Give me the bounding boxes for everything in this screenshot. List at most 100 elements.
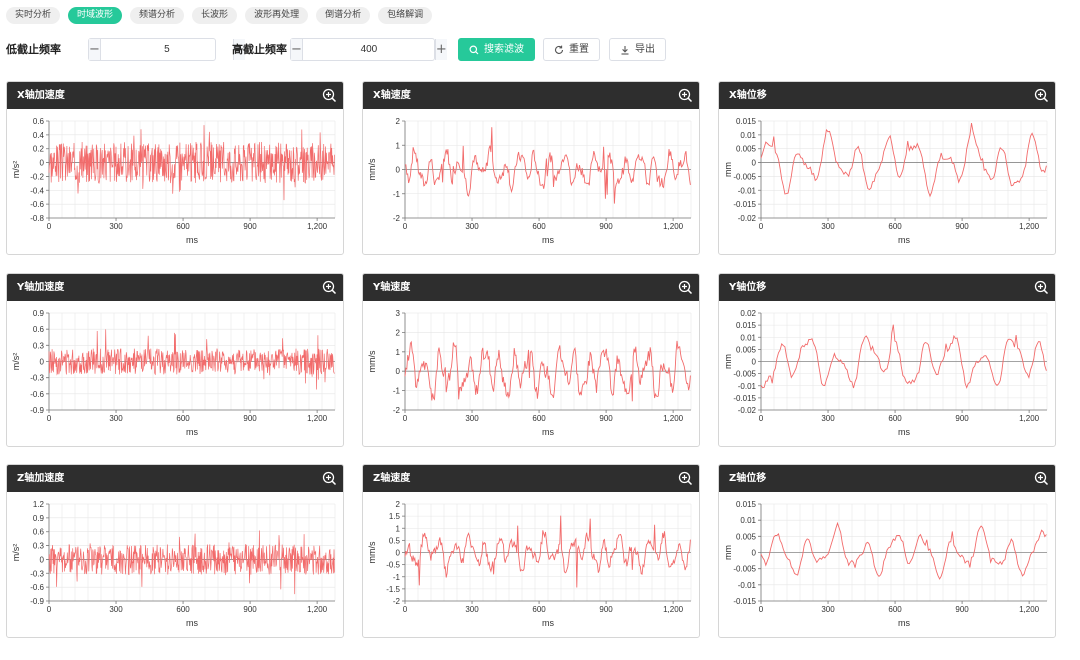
tab-realtime[interactable]: 实时分析: [6, 7, 61, 24]
y-tick-label: 0.005: [736, 345, 757, 354]
tab-envelope[interactable]: 包络解调: [378, 7, 433, 24]
y-tick-label: -0.02: [738, 214, 757, 223]
zoom-in-icon[interactable]: [322, 88, 337, 103]
chart-panel-header: X轴速度: [363, 82, 699, 109]
x-tick-label: 0: [47, 414, 52, 423]
x-axis-label: ms: [542, 235, 554, 245]
x-tick-label: 900: [955, 414, 969, 423]
high-cutoff-input[interactable]: [302, 39, 435, 60]
chart-panel-header: Y轴位移: [719, 274, 1055, 301]
series-line: [48, 329, 335, 390]
x-tick-label: 1,200: [1019, 414, 1040, 423]
time-waveform-chart[interactable]: -0.02 -0.015 -0.01 -0.005 0 0.005 0.01 0.015 0 30…: [719, 109, 1055, 255]
x-tick-label: 1,200: [307, 414, 328, 423]
y-tick-label: -0.9: [30, 406, 44, 415]
filter-toolbar: 低截止频率 − + 高截止频率 − + 搜索滤波 重置 导出: [6, 38, 706, 62]
reset-label: 重置: [569, 44, 589, 55]
x-tick-label: 0: [759, 222, 764, 231]
tab-spectrum[interactable]: 频谱分析: [130, 7, 185, 24]
y-axis-label: mm: [723, 162, 733, 177]
zoom-in-icon[interactable]: [1034, 88, 1049, 103]
y-tick-label: 0.4: [33, 131, 45, 140]
y-tick-label: -0.6: [30, 583, 44, 592]
y-tick-label: 0.015: [736, 117, 757, 126]
high-cutoff-increment-button[interactable]: +: [434, 39, 447, 60]
chart-panel: Z轴位移 -0.015 -0.01 -0.005 0 0.005 0.01 0.015 0 300…: [718, 464, 1056, 638]
zoom-in-icon[interactable]: [1034, 471, 1049, 486]
reset-button[interactable]: 重置: [543, 38, 600, 61]
x-tick-label: 600: [532, 222, 546, 231]
y-tick-label: -0.005: [733, 172, 756, 181]
time-waveform-chart[interactable]: -0.9 -0.6 -0.3 0 0.3 0.6 0.9 0 300 600 900 1,200 ms m…: [7, 301, 343, 447]
zoom-in-icon[interactable]: [322, 471, 337, 486]
y-tick-label: 1.2: [33, 500, 45, 509]
x-axis-label: ms: [898, 427, 910, 437]
time-waveform-chart[interactable]: -0.8 -0.6 -0.4 -0.2 0 0.2 0.4 0.6 0 300 600 900 1,20…: [7, 109, 343, 255]
time-waveform-chart[interactable]: -2 -1 0 1 2 0 300 600 900 1,200 ms mm/s: [363, 109, 699, 255]
y-tick-label: 0.9: [33, 309, 45, 318]
series-line: [760, 324, 1047, 389]
x-tick-label: 600: [532, 605, 546, 614]
zoom-in-icon[interactable]: [322, 280, 337, 295]
zoom-in-icon[interactable]: [678, 280, 693, 295]
chart-panel: Y轴速度 -2 -1 0 1 2 3 0 300 600 900 1,200 ms mm/s: [362, 273, 700, 447]
low-cutoff-decrement-button[interactable]: −: [89, 39, 101, 60]
high-cutoff-decrement-button[interactable]: −: [291, 39, 303, 60]
time-waveform-chart[interactable]: -2 -1.5 -1 -0.5 0 0.5 1 1.5 2 0 300 600 900 1,200 ms mm…: [363, 492, 699, 638]
y-axis-label: m/s²: [11, 161, 21, 179]
y-tick-label: -0.3: [30, 569, 44, 578]
x-tick-label: 0: [403, 605, 408, 614]
low-cutoff-increment-button[interactable]: +: [232, 39, 245, 60]
chart-panel-header: Z轴速度: [363, 465, 699, 492]
x-tick-label: 1,200: [663, 414, 684, 423]
x-axis-label: ms: [542, 618, 554, 628]
y-tick-label: 0: [396, 166, 401, 175]
x-tick-label: 600: [176, 605, 190, 614]
series-line: [404, 515, 691, 588]
chart-panel-header: X轴加速度: [7, 82, 343, 109]
zoom-in-icon[interactable]: [678, 88, 693, 103]
y-tick-label: 0: [40, 159, 45, 168]
y-tick-label: -1.5: [386, 585, 400, 594]
search-filter-button[interactable]: 搜索滤波: [458, 38, 535, 61]
x-tick-label: 300: [465, 414, 479, 423]
x-tick-label: 600: [532, 414, 546, 423]
y-tick-label: 0.2: [33, 145, 45, 154]
tab-cepstrum[interactable]: 倒谱分析: [316, 7, 371, 24]
y-tick-label: -0.005: [733, 565, 756, 574]
tab-long-waveform[interactable]: 长波形: [192, 7, 238, 24]
x-tick-label: 900: [243, 605, 257, 614]
download-icon: [621, 45, 629, 55]
export-button[interactable]: 导出: [609, 38, 666, 61]
chart-panel-title: Y轴速度: [373, 282, 411, 293]
tab-reprocess[interactable]: 波形再处理: [245, 7, 309, 24]
y-tick-label: 2: [396, 500, 401, 509]
x-axis-label: ms: [898, 618, 910, 628]
y-tick-label: 0: [40, 555, 45, 564]
tab-time-waveform[interactable]: 时域波形: [68, 7, 123, 24]
series-line: [405, 127, 691, 204]
search-icon: [469, 45, 479, 54]
zoom-in-icon[interactable]: [1034, 280, 1049, 295]
x-tick-label: 900: [955, 222, 969, 231]
y-tick-label: 0.9: [33, 514, 45, 523]
chart-panel: Y轴位移 -0.02 -0.015 -0.01 -0.005 0 0.005 0.01 0.01…: [718, 273, 1056, 447]
x-tick-label: 1,200: [663, 605, 684, 614]
x-tick-label: 900: [955, 605, 969, 614]
time-waveform-chart[interactable]: -2 -1 0 1 2 3 0 300 600 900 1,200 ms mm/s: [363, 301, 699, 447]
x-tick-label: 300: [821, 222, 835, 231]
time-waveform-chart[interactable]: -0.02 -0.015 -0.01 -0.005 0 0.005 0.01 0.015 0.0…: [719, 301, 1055, 447]
analysis-tabs: 实时分析 时域波形 频谱分析 长波形 波形再处理 倒谱分析 包络解调: [6, 7, 433, 24]
y-tick-label: -0.5: [386, 561, 400, 570]
y-axis-label: m/s²: [11, 353, 21, 371]
y-tick-label: 0: [396, 549, 401, 558]
x-tick-label: 900: [243, 414, 257, 423]
low-cutoff-input[interactable]: [100, 39, 233, 60]
time-waveform-chart[interactable]: -0.9 -0.6 -0.3 0 0.3 0.6 0.9 1.2 0 300 600 900 1,200…: [7, 492, 343, 638]
zoom-in-icon[interactable]: [678, 471, 693, 486]
chart-panel-title: Y轴位移: [729, 282, 767, 293]
y-tick-label: 2: [396, 117, 401, 126]
time-waveform-chart[interactable]: -0.015 -0.01 -0.005 0 0.005 0.01 0.015 0 300 600 9…: [719, 492, 1055, 638]
x-tick-label: 300: [821, 414, 835, 423]
y-tick-label: -0.01: [738, 186, 757, 195]
